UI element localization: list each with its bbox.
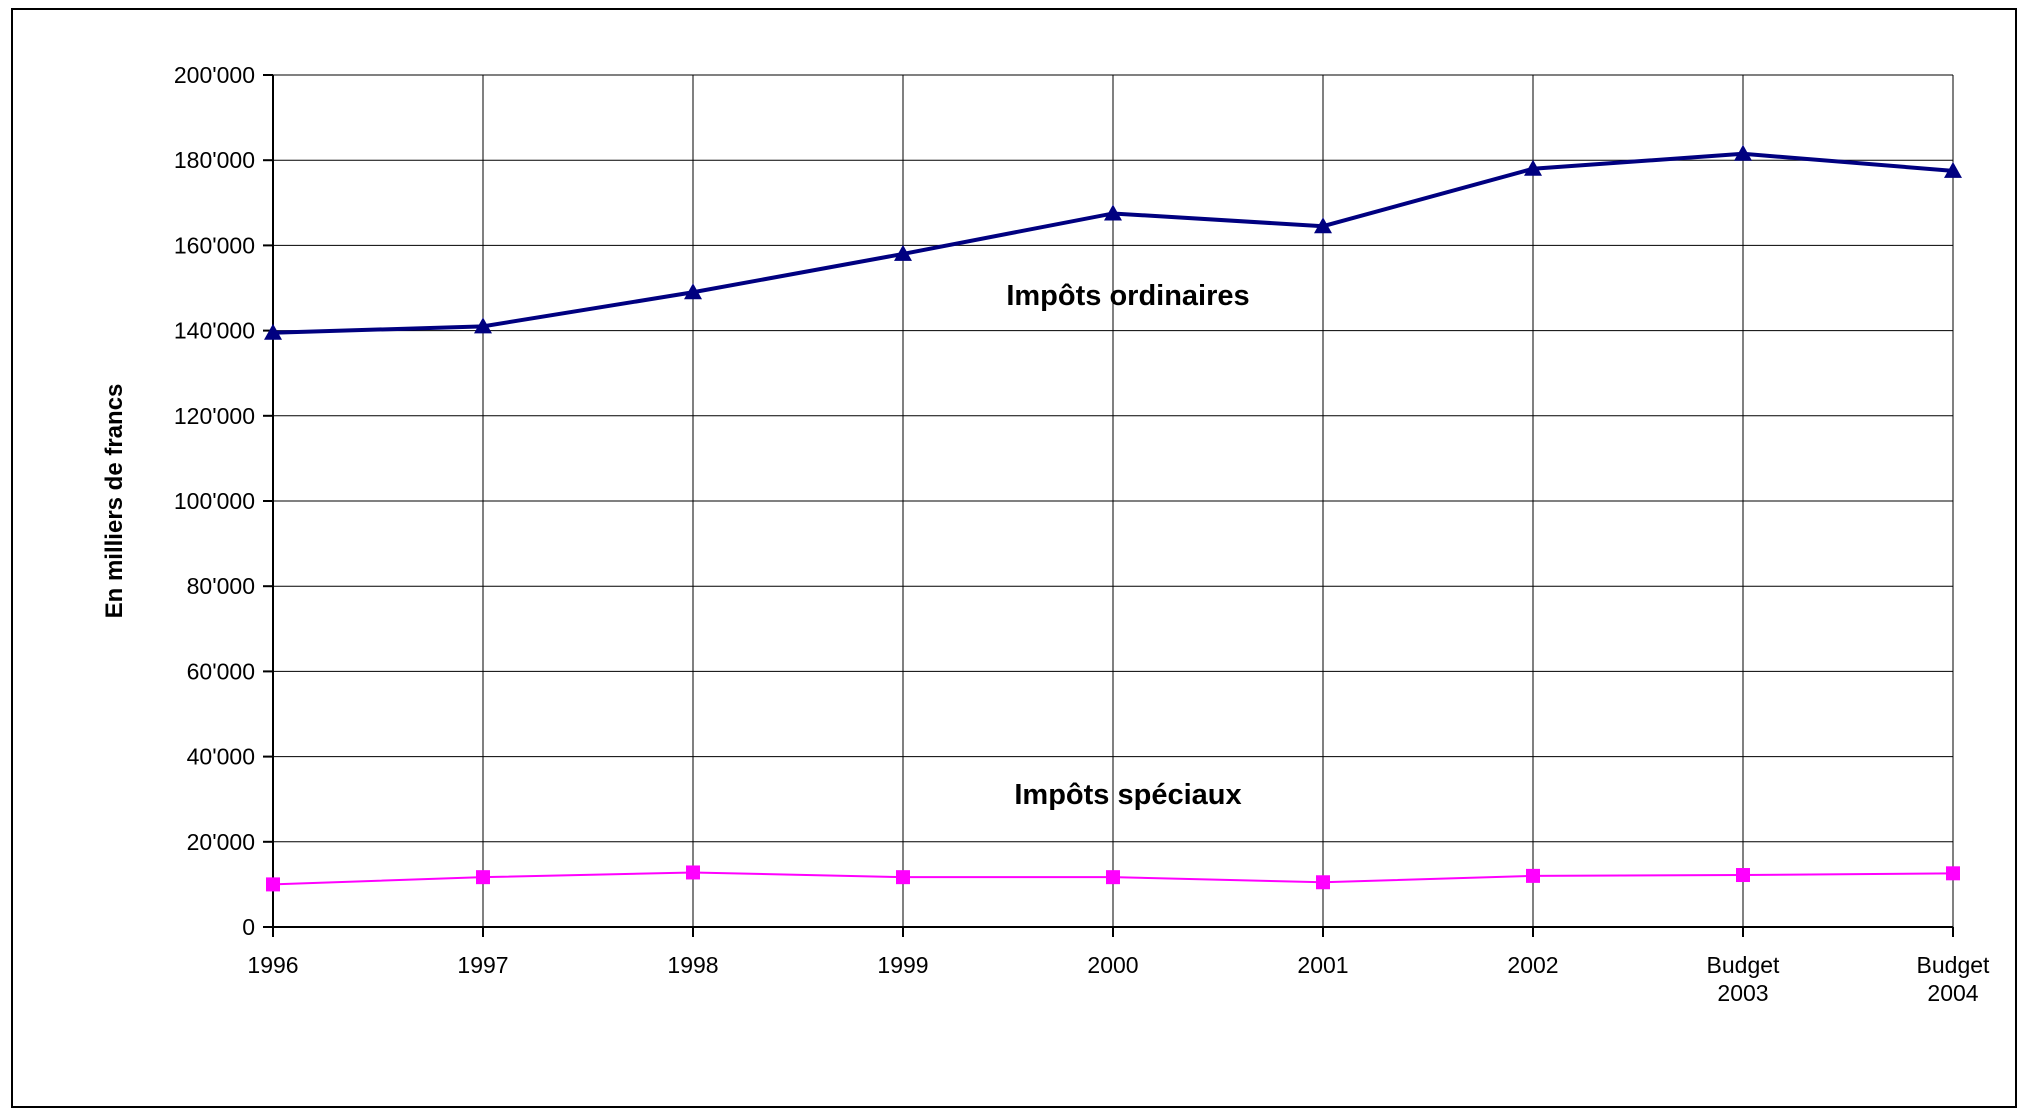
marker-ordinaires-1 bbox=[474, 317, 492, 334]
marker-ordinaires-8 bbox=[1944, 161, 1962, 178]
x-tick-label: Budget 2004 bbox=[1917, 952, 1991, 1006]
y-tick-label: 200'000 bbox=[174, 62, 255, 88]
marker-speciaux-3 bbox=[896, 870, 910, 885]
marker-ordinaires-6 bbox=[1524, 159, 1542, 176]
y-tick-label: 0 bbox=[242, 914, 255, 940]
x-tick-label-line: 2001 bbox=[1297, 952, 1348, 978]
marker-ordinaires-4 bbox=[1104, 204, 1122, 221]
x-tick-label: 2000 bbox=[1087, 952, 1138, 978]
marker-speciaux-8 bbox=[1946, 866, 1960, 881]
y-tick-label: 20'000 bbox=[187, 829, 255, 855]
y-tick-label: 60'000 bbox=[187, 658, 255, 684]
marker-speciaux-0 bbox=[266, 877, 280, 892]
y-tick-label: 80'000 bbox=[187, 573, 255, 599]
x-tick-label-line: 2002 bbox=[1507, 952, 1558, 978]
y-axis-label: En milliers de francs bbox=[101, 384, 128, 619]
y-tick-label: 40'000 bbox=[187, 744, 255, 770]
x-tick-label-line: Budget bbox=[1917, 952, 1991, 978]
y-tick-label: 140'000 bbox=[174, 318, 255, 344]
marker-speciaux-4 bbox=[1106, 870, 1120, 885]
marker-ordinaires-2 bbox=[684, 283, 702, 300]
annotation-impots-speciaux: Impôts spéciaux bbox=[1014, 779, 1241, 811]
x-tick-label-line: 2000 bbox=[1087, 952, 1138, 978]
marker-speciaux-7 bbox=[1736, 868, 1750, 883]
marker-ordinaires-0 bbox=[264, 323, 282, 340]
x-tick-label: Budget 2003 bbox=[1707, 952, 1781, 1006]
axes bbox=[263, 74, 1954, 937]
x-tick-label: 2002 bbox=[1507, 952, 1558, 978]
x-tick-label-line: Budget bbox=[1707, 952, 1781, 978]
y-tick-label: 160'000 bbox=[174, 232, 255, 258]
y-tick-labels: 0 20'000 40'000 60'000 80'000 100'000 120'000 1… bbox=[174, 62, 255, 940]
x-tick-label-line: 1997 bbox=[457, 952, 508, 978]
x-tick-label-line: 1999 bbox=[877, 952, 928, 978]
x-tick-label-line: 2004 bbox=[1927, 980, 1978, 1006]
marker-speciaux-5 bbox=[1316, 875, 1330, 890]
marker-speciaux-1 bbox=[476, 870, 490, 885]
x-tick-label-line: 2003 bbox=[1717, 980, 1768, 1006]
x-tick-label: 1999 bbox=[877, 952, 928, 978]
x-tick-label-line: 1996 bbox=[247, 952, 298, 978]
x-tick-label: 1998 bbox=[667, 952, 718, 978]
x-tick-label: 1997 bbox=[457, 952, 508, 978]
x-tick-label: 2001 bbox=[1297, 952, 1348, 978]
y-tick-label: 100'000 bbox=[174, 488, 255, 514]
x-tick-label: 1996 bbox=[247, 952, 298, 978]
marker-speciaux-2 bbox=[686, 865, 700, 880]
y-tick-label: 120'000 bbox=[174, 403, 255, 429]
series-markers bbox=[264, 144, 1962, 892]
x-tick-labels: 1996 1997 1998 1999 2000 2001 2002 Budget 2003Bu… bbox=[247, 952, 1990, 1006]
y-tick-label: 180'000 bbox=[174, 147, 255, 173]
marker-ordinaires-5 bbox=[1314, 217, 1332, 234]
marker-ordinaires-3 bbox=[894, 244, 912, 261]
annotation-impots-ordinaires: Impôts ordinaires bbox=[1006, 280, 1249, 312]
x-tick-label-line: 1998 bbox=[667, 952, 718, 978]
marker-ordinaires-7 bbox=[1734, 144, 1752, 161]
marker-speciaux-6 bbox=[1526, 868, 1540, 883]
